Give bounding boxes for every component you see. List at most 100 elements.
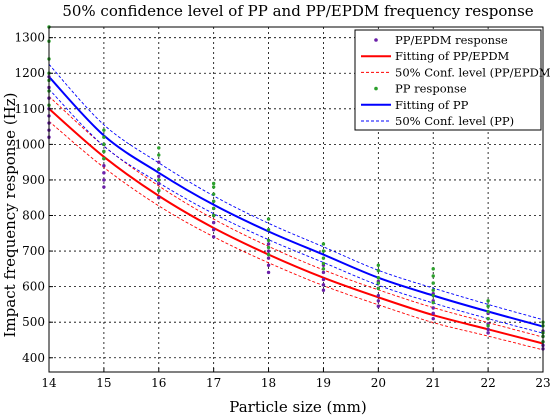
x-tick-label: 22 (480, 376, 495, 390)
data-point (157, 160, 161, 164)
data-point (321, 270, 326, 275)
data-point (102, 135, 106, 139)
x-tick-label: 14 (41, 376, 57, 390)
data-point (211, 199, 216, 203)
y-tick-label: 1100 (14, 102, 45, 116)
data-point (211, 213, 216, 218)
data-point (376, 281, 381, 285)
y-tick-label: 1200 (14, 66, 45, 80)
data-point (321, 242, 326, 246)
data-point (431, 274, 435, 278)
data-point (211, 181, 216, 186)
legend-label: 50% Conf. level (PP/EPDM) (395, 65, 550, 79)
chart-title: 50% confidence level of PP and PP/EPDM f… (62, 2, 533, 20)
y-tick-label: 400 (22, 351, 45, 365)
legend-marker (374, 38, 378, 42)
data-point (486, 304, 490, 308)
data-point (376, 304, 381, 308)
data-point (431, 300, 435, 305)
y-tick-label: 1300 (14, 31, 45, 45)
data-point (266, 217, 271, 221)
data-point (431, 293, 435, 298)
data-point (266, 228, 271, 232)
data-point (376, 299, 381, 303)
data-point (211, 228, 216, 232)
y-tick-label: 1000 (14, 137, 45, 151)
data-point (102, 171, 106, 175)
data-point (321, 277, 326, 282)
data-point (157, 153, 161, 157)
data-point (157, 181, 161, 186)
data-point (486, 309, 490, 314)
data-point (211, 206, 216, 211)
data-point (211, 185, 216, 189)
data-point (431, 311, 435, 316)
data-point (102, 185, 106, 189)
data-point (321, 261, 326, 266)
fit-line (48, 108, 544, 345)
data-point (321, 283, 326, 287)
x-tick-label: 23 (535, 376, 550, 390)
data-point (102, 178, 106, 182)
plot-area (48, 26, 544, 373)
confidence-bands (48, 63, 544, 351)
data-point (486, 331, 490, 335)
x-tick-label: 18 (261, 376, 276, 390)
data-point (321, 267, 326, 271)
data-point (376, 286, 381, 291)
data-point (266, 242, 271, 246)
data-point (266, 252, 271, 257)
legend-label: PP/EPDM response (395, 33, 508, 47)
data-point (486, 327, 490, 332)
data-point (321, 256, 326, 260)
y-tick-label: 700 (22, 244, 45, 258)
fit-lines (48, 76, 544, 345)
data-point (157, 178, 161, 182)
x-tick-label: 21 (426, 376, 441, 390)
data-point (266, 256, 271, 260)
y-tick-label: 500 (22, 315, 45, 329)
conf-band-lower (48, 120, 544, 351)
data-point (266, 249, 271, 253)
conf-band-lower (48, 88, 544, 334)
x-tick-label: 19 (316, 376, 331, 390)
data-point (211, 192, 216, 196)
data-point (102, 156, 106, 161)
data-point (266, 238, 271, 243)
data-point (266, 263, 271, 267)
data-point (102, 142, 106, 147)
y-tick-label: 600 (22, 280, 45, 294)
data-point (486, 316, 490, 321)
data-point (376, 268, 381, 273)
data-point (431, 288, 435, 292)
data-point (376, 263, 381, 267)
x-tick-label: 20 (371, 376, 386, 390)
data-point (431, 306, 435, 310)
data-point (157, 146, 161, 150)
x-axis-label: Particle size (mm) (229, 398, 366, 416)
data-point (321, 249, 326, 253)
axis-ticks: 14 15 16 17 18 19 20 21 22 23 400 500 600 700 800 900 10… (14, 31, 550, 390)
data-point (431, 267, 435, 271)
x-tick-label: 15 (96, 376, 111, 390)
legend-label: PP response (395, 82, 467, 96)
data-point (157, 188, 161, 193)
data-point (431, 316, 435, 321)
y-tick-label: 900 (22, 173, 45, 187)
legend: PP/EPDM response Fitting of PP/EPDM 50% Co… (354, 29, 550, 131)
data-point (157, 196, 161, 200)
data-point (486, 324, 490, 328)
data-point (157, 174, 161, 179)
data-point (486, 299, 490, 303)
data-point (102, 149, 106, 154)
data-point (376, 276, 381, 280)
data-point (376, 293, 381, 298)
data-point (266, 270, 271, 275)
legend-box (354, 29, 542, 131)
legend-label: Fitting of PP/EPDM (395, 49, 510, 63)
data-point (102, 164, 106, 168)
legend-marker (374, 86, 378, 91)
data-point (321, 288, 326, 292)
conf-band-upper (48, 96, 544, 338)
